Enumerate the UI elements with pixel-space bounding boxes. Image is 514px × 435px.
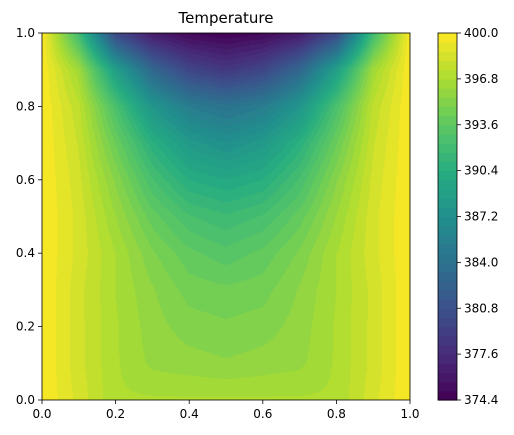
colorbar-level bbox=[438, 262, 457, 273]
colorbar-level bbox=[438, 289, 457, 300]
colorbar-level bbox=[438, 390, 457, 401]
colorbar-tick-label: 393.6 bbox=[464, 118, 498, 132]
x-tick-label: 0.6 bbox=[253, 407, 272, 421]
x-tick-label: 1.0 bbox=[400, 407, 419, 421]
plot-frame bbox=[41, 32, 411, 401]
colorbar-level bbox=[438, 78, 457, 89]
y-tick-label: 1.0 bbox=[16, 26, 35, 40]
colorbar-tick-label: 380.8 bbox=[464, 301, 498, 315]
colorbar-level bbox=[438, 69, 457, 80]
colorbar-level bbox=[438, 188, 457, 199]
colorbar-level bbox=[438, 179, 457, 190]
colorbar-level bbox=[438, 42, 457, 52]
colorbar-tick-label: 390.4 bbox=[464, 164, 498, 178]
y-tick-label: 0.0 bbox=[16, 393, 35, 407]
x-tick-label: 0.8 bbox=[327, 407, 346, 421]
colorbar-level bbox=[438, 344, 457, 355]
colorbar-level bbox=[438, 198, 457, 208]
colorbar-tick-label: 400.0 bbox=[464, 26, 498, 40]
colorbar-level bbox=[438, 326, 457, 337]
colorbar-level bbox=[438, 317, 457, 328]
colorbar-level bbox=[438, 124, 457, 135]
y-tick-label: 0.4 bbox=[16, 246, 35, 260]
colorbar-level bbox=[438, 381, 457, 392]
x-tick-label: 0.0 bbox=[32, 407, 51, 421]
colorbar-tick-label: 384.0 bbox=[464, 255, 498, 269]
y-tick-label: 0.6 bbox=[16, 173, 35, 187]
colorbar-level bbox=[438, 207, 457, 218]
colorbar-level bbox=[438, 271, 457, 282]
colorbar-level bbox=[438, 253, 457, 263]
colorbar-level bbox=[438, 225, 457, 236]
colorbar-tick-label: 387.2 bbox=[464, 210, 498, 224]
colorbar-level bbox=[438, 133, 457, 144]
colorbar-level bbox=[438, 363, 457, 374]
colorbar: 374.4 377.6 380.8 384.0 387.2 390.4 393.6 396.8… bbox=[437, 26, 498, 407]
colorbar-level bbox=[438, 170, 457, 181]
contour-plot-area bbox=[42, 33, 410, 400]
contour-field bbox=[42, 33, 410, 400]
colorbar-level bbox=[438, 299, 457, 309]
y-tick-label: 0.8 bbox=[16, 99, 35, 113]
colorbar-level bbox=[438, 354, 457, 364]
colorbar-level bbox=[438, 308, 457, 319]
y-tick-label: 0.2 bbox=[16, 320, 35, 334]
axes: 0.0 0.2 0.4 0.6 0.8 1.0 0.0 0.2 0.4 0.6 0.8 1.0 bbox=[16, 26, 420, 421]
colorbar-level bbox=[438, 51, 457, 62]
colorbar-tick-label: 396.8 bbox=[464, 72, 498, 86]
colorbar-level bbox=[438, 115, 457, 126]
colorbar-level bbox=[438, 143, 457, 153]
colorbar-level bbox=[438, 60, 457, 71]
colorbar-level bbox=[438, 372, 457, 383]
colorbar-level bbox=[438, 33, 457, 43]
x-tick-label: 0.2 bbox=[106, 407, 125, 421]
colorbar-level bbox=[438, 106, 457, 117]
colorbar-tick-label: 377.6 bbox=[464, 347, 498, 361]
colorbar-level bbox=[438, 161, 457, 172]
colorbar-tick-label: 374.4 bbox=[464, 393, 498, 407]
colorbar-level bbox=[438, 335, 457, 346]
colorbar-level bbox=[438, 280, 457, 291]
colorbar-level bbox=[438, 97, 457, 107]
colorbar-level bbox=[438, 234, 457, 245]
colorbar-level bbox=[438, 216, 457, 227]
colorbar-level bbox=[438, 152, 457, 163]
colorbar-level bbox=[438, 244, 457, 254]
chart-title: Temperature bbox=[177, 9, 273, 27]
x-tick-label: 0.4 bbox=[180, 407, 199, 421]
colorbar-level bbox=[438, 88, 457, 98]
